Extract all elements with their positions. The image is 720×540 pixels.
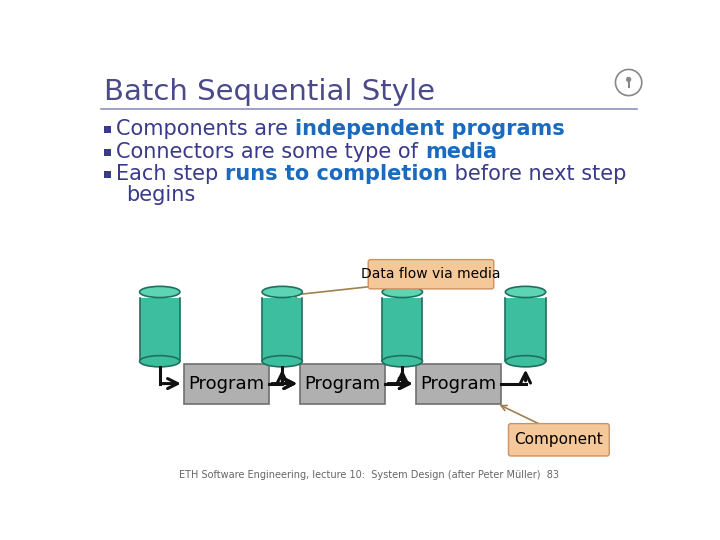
Text: Program: Program bbox=[420, 375, 496, 393]
Ellipse shape bbox=[262, 286, 302, 298]
FancyBboxPatch shape bbox=[368, 260, 494, 289]
Bar bbox=[505, 298, 546, 361]
Bar bbox=[262, 298, 302, 361]
Circle shape bbox=[626, 78, 631, 82]
Text: independent programs: independent programs bbox=[295, 119, 564, 139]
Ellipse shape bbox=[382, 286, 423, 298]
Text: Component: Component bbox=[515, 433, 603, 447]
Bar bbox=[415, 363, 500, 403]
Ellipse shape bbox=[140, 286, 180, 298]
Ellipse shape bbox=[505, 286, 546, 298]
Bar bbox=[140, 298, 180, 361]
Text: Data flow via media: Data flow via media bbox=[361, 267, 500, 281]
Text: Batch Sequential Style: Batch Sequential Style bbox=[104, 78, 435, 106]
Text: Program: Program bbox=[189, 375, 264, 393]
Text: runs to completion: runs to completion bbox=[225, 164, 448, 184]
Bar bbox=[184, 363, 269, 403]
Text: begins: begins bbox=[127, 185, 196, 205]
Bar bbox=[382, 298, 423, 361]
Bar bbox=[104, 126, 111, 133]
Bar bbox=[104, 171, 111, 178]
FancyBboxPatch shape bbox=[508, 423, 609, 456]
Ellipse shape bbox=[262, 356, 302, 367]
Text: Each step: Each step bbox=[117, 164, 225, 184]
Ellipse shape bbox=[140, 356, 180, 367]
Ellipse shape bbox=[505, 356, 546, 367]
Text: ETH Software Engineering, lecture 10:  System Design (after Peter Müller)  83: ETH Software Engineering, lecture 10: Sy… bbox=[179, 470, 559, 480]
Text: before next step: before next step bbox=[448, 164, 626, 184]
Text: media: media bbox=[425, 142, 497, 162]
Text: Connectors are some type of: Connectors are some type of bbox=[117, 142, 425, 162]
Ellipse shape bbox=[382, 356, 423, 367]
Text: Components are: Components are bbox=[117, 119, 295, 139]
Bar bbox=[300, 363, 385, 403]
Text: Program: Program bbox=[305, 375, 381, 393]
Bar bbox=[104, 148, 111, 156]
